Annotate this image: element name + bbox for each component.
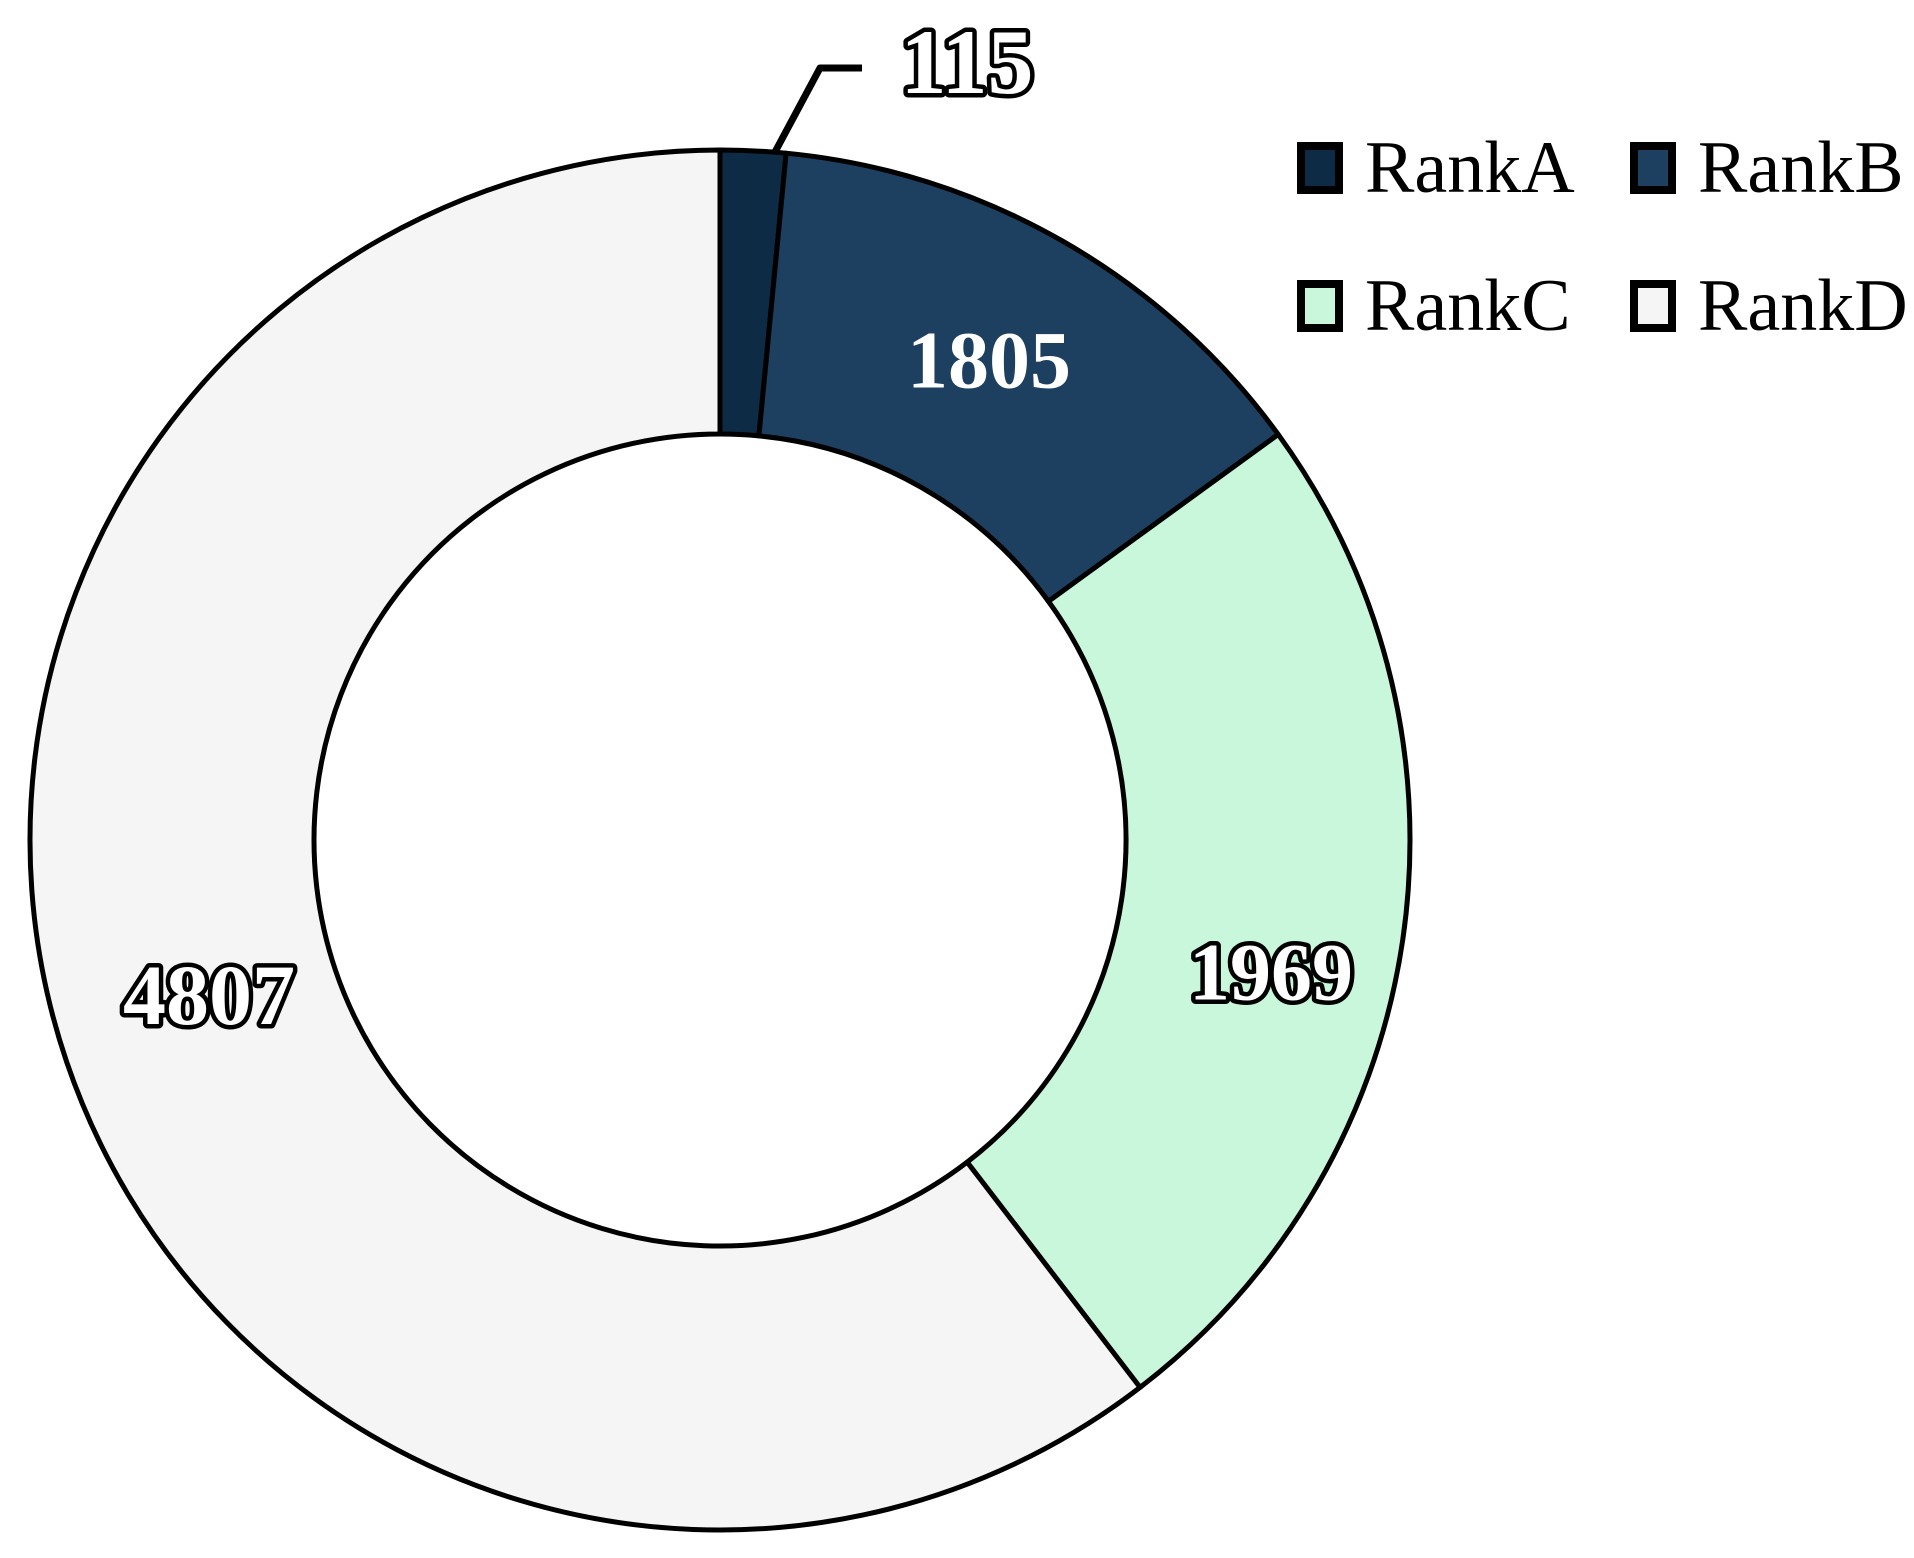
leader-line-ranka	[771, 64, 862, 154]
slice-rankd	[27, 147, 1143, 1533]
value-label-rankd: 4807	[123, 947, 295, 1043]
slice-rankc	[964, 431, 1413, 1390]
value-label-ranka: 115	[901, 11, 1034, 113]
value-label-rankc: 1969	[1189, 927, 1353, 1018]
slice-rankb	[756, 150, 1281, 604]
value-label-rankb: 1805	[907, 315, 1071, 406]
